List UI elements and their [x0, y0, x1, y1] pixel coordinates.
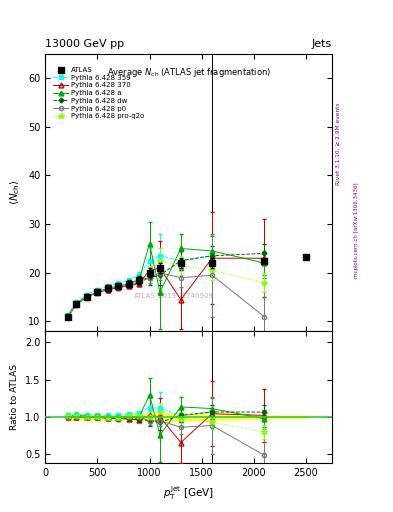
Legend: ATLAS, Pythia 6.428 359, Pythia 6.428 370, Pythia 6.428 a, Pythia 6.428 dw, Pyth: ATLAS, Pythia 6.428 359, Pythia 6.428 37… — [51, 66, 146, 121]
X-axis label: $p_{\rm T}^{\rm jet}$ [GeV]: $p_{\rm T}^{\rm jet}$ [GeV] — [163, 484, 214, 502]
Text: ATLAS_2019_I1740909: ATLAS_2019_I1740909 — [134, 292, 214, 298]
Text: mcplots.cern.ch [arXiv:1306.3436]: mcplots.cern.ch [arXiv:1306.3436] — [354, 183, 359, 278]
Text: Average $N_{\rm ch}$ (ATLAS jet fragmentation): Average $N_{\rm ch}$ (ATLAS jet fragment… — [107, 66, 271, 79]
Y-axis label: Ratio to ATLAS: Ratio to ATLAS — [10, 365, 19, 430]
Text: Jets: Jets — [312, 38, 332, 49]
Y-axis label: $\langle N_{\rm ch}\rangle$: $\langle N_{\rm ch}\rangle$ — [9, 180, 22, 205]
Text: 13000 GeV pp: 13000 GeV pp — [45, 38, 124, 49]
Text: Rivet 3.1.10, ≥ 2.9M events: Rivet 3.1.10, ≥ 2.9M events — [336, 102, 341, 185]
